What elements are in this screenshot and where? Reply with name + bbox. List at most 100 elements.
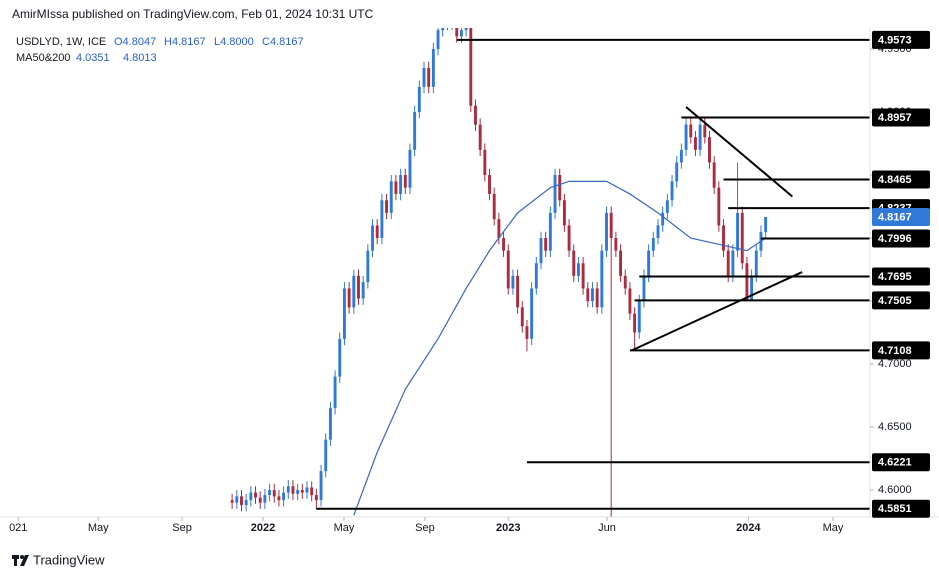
candle-body xyxy=(319,471,323,501)
candle-body xyxy=(628,288,632,314)
candle-body xyxy=(300,490,304,493)
candle-body xyxy=(310,487,314,496)
candle-body xyxy=(258,497,262,503)
candle-body xyxy=(637,301,641,333)
brand: TradingView xyxy=(33,552,105,567)
candle-body xyxy=(539,238,543,264)
candle-body xyxy=(478,124,482,150)
x-tick-label: May xyxy=(334,522,355,534)
x-tick-label: 021 xyxy=(9,522,27,534)
candle-body xyxy=(591,288,594,302)
publisher: AmirMIssa published on TradingView.com, … xyxy=(12,7,374,21)
candle-body xyxy=(328,408,332,440)
candle-body xyxy=(263,495,267,503)
candle-body xyxy=(492,193,496,220)
candle-body xyxy=(567,225,571,251)
level-label-box xyxy=(872,229,930,248)
candle-body xyxy=(296,490,300,494)
candle-body xyxy=(647,250,651,276)
candle-body xyxy=(394,181,398,194)
candle-body xyxy=(455,28,459,37)
candle-body xyxy=(520,307,524,327)
candle-body xyxy=(516,275,520,308)
candle-body xyxy=(534,263,538,289)
candle-body xyxy=(740,212,744,264)
candle-body xyxy=(511,275,515,289)
candle-body xyxy=(502,238,506,251)
candle-body xyxy=(651,238,655,251)
candle-body xyxy=(282,492,286,501)
trend-line xyxy=(685,106,793,198)
candle-body xyxy=(272,490,276,497)
candle-body xyxy=(469,28,473,106)
candle-body xyxy=(670,181,674,201)
y-tick-label: 4.7000 xyxy=(878,358,912,370)
candle-body xyxy=(357,275,360,299)
candle-body xyxy=(408,149,412,188)
ma-line xyxy=(353,180,766,516)
candle-body xyxy=(548,212,552,251)
candle-body xyxy=(413,112,417,150)
candle-body xyxy=(235,496,239,503)
candle-body xyxy=(361,282,365,299)
candle-body xyxy=(240,496,243,506)
candle-body xyxy=(324,439,328,472)
candle-body xyxy=(736,212,740,251)
candle-body xyxy=(464,28,468,31)
candle-body xyxy=(338,338,342,377)
candle-body xyxy=(305,487,309,493)
candle-body xyxy=(726,250,730,276)
x-tick-label: 2022 xyxy=(251,522,275,534)
candle-body xyxy=(422,67,426,87)
candle-body xyxy=(595,288,599,308)
candle-body xyxy=(230,500,234,503)
x-tick-label: Sep xyxy=(415,522,435,534)
candle-body xyxy=(371,225,374,251)
candle-body xyxy=(506,250,510,289)
candle-body xyxy=(703,124,707,138)
level-label: 4.7996 xyxy=(878,233,912,245)
candle-body xyxy=(441,28,445,31)
y-tick-label: 4.6000 xyxy=(878,484,912,496)
plot-area xyxy=(230,28,870,517)
candle-body xyxy=(712,162,716,188)
candle-body xyxy=(586,288,590,302)
level-label-box xyxy=(872,291,930,310)
candle-body xyxy=(562,200,566,226)
x-tick-label: May xyxy=(88,522,109,534)
candle-body xyxy=(605,212,608,251)
level-label-box xyxy=(872,341,930,360)
x-tick-label: Jun xyxy=(598,522,616,534)
candle-body xyxy=(347,288,351,308)
ma-name: MA50&200 xyxy=(16,52,70,64)
level-label: 4.5851 xyxy=(878,503,912,515)
candle-body xyxy=(403,175,407,188)
candle-body xyxy=(581,263,585,289)
candle-body xyxy=(286,486,290,493)
level-label: 4.7108 xyxy=(878,345,912,357)
candle-body xyxy=(656,225,660,239)
candle-body xyxy=(665,200,669,213)
candle-body xyxy=(693,137,697,150)
ohlc-close: C4.8167 xyxy=(262,36,304,48)
candle-body xyxy=(352,275,356,308)
candle-body xyxy=(483,149,487,176)
candle-body xyxy=(380,200,384,239)
candle-body xyxy=(268,490,272,496)
candle-body xyxy=(684,124,688,150)
ohlc-high: H4.8167 xyxy=(164,36,206,48)
level-label: 4.6221 xyxy=(878,457,912,469)
candle-body xyxy=(244,500,248,506)
candle-body xyxy=(427,67,431,87)
candle-body xyxy=(717,187,721,226)
x-tick-label: May xyxy=(823,522,844,534)
candle-body xyxy=(600,250,604,308)
candle-body xyxy=(249,492,253,501)
header-bg xyxy=(0,0,939,27)
candle-body xyxy=(642,275,646,302)
candle-body xyxy=(675,162,679,182)
candle-body xyxy=(750,275,754,302)
candle-body xyxy=(459,30,463,37)
x-tick-label: 2024 xyxy=(736,522,761,534)
